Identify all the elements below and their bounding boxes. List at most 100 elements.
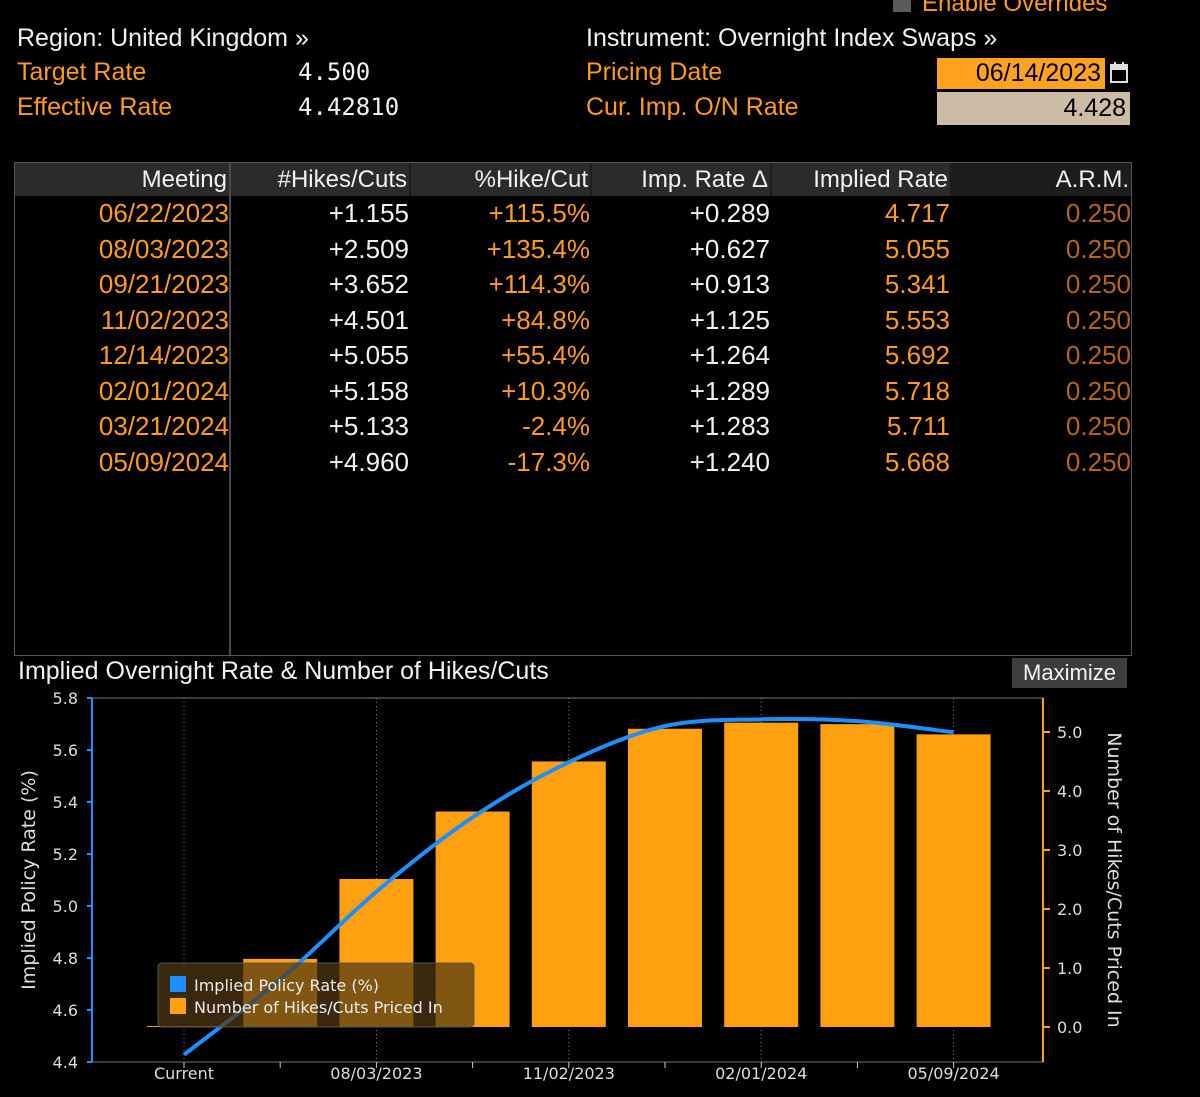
left-tick-label: 4.4	[53, 1053, 78, 1072]
cell-pct-hike-cut: +10.3%	[501, 375, 590, 406]
target-rate-value: 4.500	[298, 58, 371, 86]
table-row[interactable]: 12/14/2023 +5.055 +55.4% +1.264 5.692 0.250	[15, 338, 1131, 373]
cell-arm: 0.250	[1065, 269, 1131, 299]
right-tick-label: 2.0	[1057, 900, 1082, 919]
enable-overrides-checkbox[interactable]	[893, 0, 911, 12]
cell-implied-rate: 5.341	[884, 269, 950, 299]
cell-imp-rate-delta: +0.289	[689, 198, 770, 228]
cell-hikes-cuts: +5.133	[328, 411, 409, 441]
cell-pct-hike-cut: +84.8%	[501, 304, 590, 335]
left-tick-label: 5.4	[53, 793, 78, 812]
col-pct-hike-cut[interactable]: %Hike/Cut	[411, 163, 590, 196]
table-row[interactable]: 03/21/2024 +5.133 -2.4% +1.283 5.711 0.250	[15, 409, 1131, 444]
cell-meeting-date: 12/14/2023	[98, 340, 229, 370]
cell-implied-rate: 5.718	[884, 375, 950, 406]
legend-box	[157, 962, 475, 1028]
instrument-selector[interactable]: Instrument: Overnight Index Swaps »	[586, 24, 998, 52]
col-implied-rate[interactable]: Implied Rate	[772, 163, 950, 196]
col-arm[interactable]: A.R.M.	[952, 163, 1131, 196]
region-selector[interactable]: Region: United Kingdom »	[17, 24, 309, 52]
cur-imp-rate-label: Cur. Imp. O/N Rate	[586, 93, 799, 121]
chart-title: Implied Overnight Rate & Number of Hikes…	[18, 657, 549, 685]
cell-pct-hike-cut: +115.5%	[488, 198, 590, 228]
bar-hikes-cuts	[724, 722, 799, 1027]
table-row[interactable]: 02/01/2024 +5.158 +10.3% +1.289 5.718 0.250	[15, 374, 1131, 409]
cell-pct-hike-cut: +55.4%	[501, 340, 590, 370]
effective-rate-value: 4.42810	[298, 93, 400, 121]
cell-meeting-date: 02/01/2024	[98, 375, 229, 406]
col-meeting[interactable]: Meeting	[15, 163, 229, 196]
right-tick-label: 5.0	[1057, 723, 1082, 742]
x-tick-label: Current	[154, 1064, 214, 1083]
cell-pct-hike-cut: -2.4%	[522, 411, 590, 441]
cell-imp-rate-delta: +0.627	[689, 233, 770, 264]
cell-imp-rate-delta: +1.289	[689, 375, 770, 406]
left-tick-label: 5.8	[53, 690, 78, 708]
cell-imp-rate-delta: +1.283	[689, 411, 770, 441]
pricing-date-label: Pricing Date	[586, 58, 723, 86]
table-row[interactable]: 06/22/2023 +1.155 +115.5% +0.289 4.717 0.250	[15, 196, 1131, 231]
col-hikes-cuts[interactable]: #Hikes/Cuts	[231, 163, 409, 196]
implied-rate-chart: 4.4 4.6 4.8 5.0 5.2 5.4 5.6 5.8 Implied Policy R…	[18, 690, 1125, 1083]
right-axis-title: Number of Hikes/Cuts Priced In	[1103, 732, 1125, 1027]
table-header: Meeting #Hikes/Cuts %Hike/Cut Imp. Rate …	[15, 163, 1131, 196]
cell-meeting-date: 05/09/2024	[98, 446, 229, 477]
cur-imp-rate-field: 4.428	[937, 92, 1130, 125]
bar-hikes-cuts	[916, 734, 991, 1027]
x-tick-label: 08/03/2023	[330, 1064, 422, 1083]
cell-implied-rate: 5.553	[884, 304, 950, 335]
cell-pct-hike-cut: +135.4%	[486, 233, 590, 264]
legend-label-hikes: Number of Hikes/Cuts Priced In	[194, 998, 443, 1017]
right-tick-label: 1.0	[1057, 959, 1082, 978]
column-divider	[229, 163, 231, 655]
col-imp-rate-delta[interactable]: Imp. Rate Δ	[592, 163, 770, 196]
cell-hikes-cuts: +4.501	[328, 304, 409, 335]
enable-overrides-label[interactable]: Enable Overrides	[922, 0, 1108, 17]
cell-imp-rate-delta: +1.264	[689, 340, 770, 370]
x-tick-label: 11/02/2023	[523, 1064, 615, 1083]
cell-imp-rate-delta: +0.913	[689, 269, 770, 299]
right-tick-label: 4.0	[1057, 782, 1082, 801]
table-row[interactable]: 08/03/2023 +2.509 +135.4% +0.627 5.055 0.250	[15, 232, 1131, 267]
cell-hikes-cuts: +5.158	[328, 375, 409, 406]
cell-hikes-cuts: +4.960	[328, 446, 409, 477]
bar-hikes-cuts	[820, 724, 895, 1027]
cell-arm: 0.250	[1065, 375, 1131, 406]
left-tick-label: 4.6	[53, 1001, 78, 1020]
left-tick-label: 4.8	[53, 949, 78, 968]
table-row[interactable]: 11/02/2023 +4.501 +84.8% +1.125 5.553 0.250	[15, 303, 1131, 338]
cell-arm: 0.250	[1065, 340, 1131, 370]
left-tick-label: 5.2	[53, 845, 78, 864]
left-tick-label: 5.6	[53, 741, 78, 760]
cell-meeting-date: 09/21/2023	[98, 269, 229, 299]
cell-hikes-cuts: +2.509	[328, 233, 409, 264]
left-tick-label: 5.0	[53, 897, 78, 916]
calendar-icon[interactable]	[1108, 60, 1130, 86]
table-row[interactable]: 09/21/2023 +3.652 +114.3% +0.913 5.341 0.250	[15, 267, 1131, 302]
pricing-date-input[interactable]: 06/14/2023	[937, 58, 1105, 89]
cell-meeting-date: 08/03/2023	[98, 233, 229, 264]
cell-pct-hike-cut: +114.3%	[488, 269, 590, 299]
table-row[interactable]: 05/09/2024 +4.960 -17.3% +1.240 5.668 0.250	[15, 445, 1131, 480]
legend-swatch-hikes	[170, 998, 186, 1014]
x-tick-label: 05/09/2024	[907, 1064, 999, 1083]
target-rate-label: Target Rate	[17, 58, 147, 86]
legend-label-rate: Implied Policy Rate (%)	[194, 976, 379, 995]
bar-hikes-cuts	[628, 728, 702, 1027]
effective-rate-label: Effective Rate	[17, 93, 173, 121]
maximize-button[interactable]: Maximize	[1012, 658, 1127, 688]
cell-meeting-date: 11/02/2023	[100, 304, 229, 335]
cell-arm: 0.250	[1065, 446, 1131, 477]
cell-implied-rate: 4.717	[884, 198, 950, 228]
left-axis-title: Implied Policy Rate (%)	[18, 770, 40, 990]
cell-arm: 0.250	[1065, 411, 1131, 441]
right-tick-label: 3.0	[1057, 841, 1082, 860]
meetings-table	[14, 162, 1132, 656]
cell-implied-rate: 5.711	[886, 411, 950, 441]
cell-hikes-cuts: +1.155	[328, 198, 409, 228]
cell-implied-rate: 5.692	[884, 340, 950, 370]
cell-pct-hike-cut: -17.3%	[507, 446, 590, 477]
cell-meeting-date: 03/21/2024	[98, 411, 229, 441]
cell-arm: 0.250	[1065, 198, 1131, 228]
cell-implied-rate: 5.055	[884, 233, 950, 264]
